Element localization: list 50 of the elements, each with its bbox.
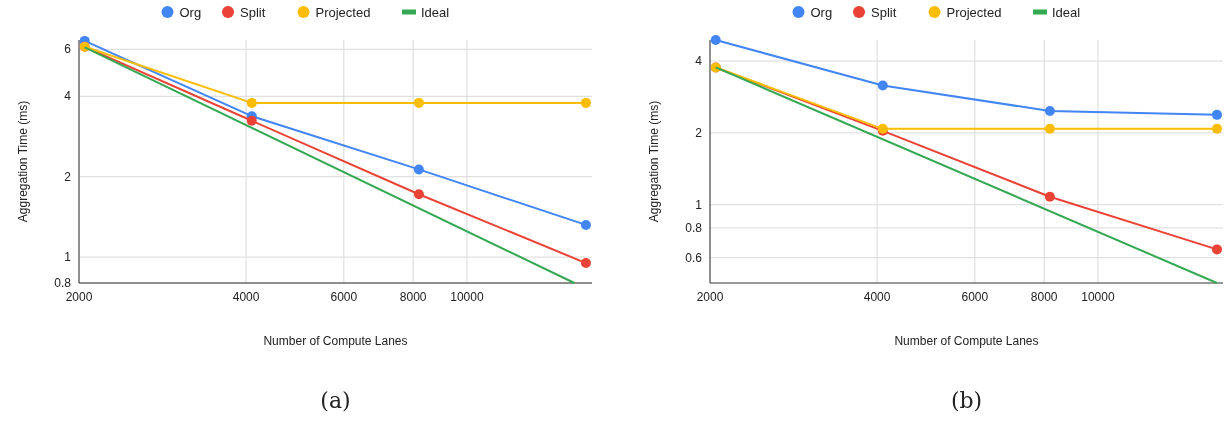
y-axis-title: Aggregation Time (ms): [647, 100, 661, 223]
legend-label: Split: [240, 4, 266, 20]
x-tick-label: 10000: [1081, 290, 1115, 304]
x-tick-label: 2000: [696, 290, 724, 304]
legend-label: Projected: [946, 4, 1002, 20]
y-tick-label: 0.8: [54, 276, 72, 290]
y-tick-label: 2: [64, 169, 72, 184]
point: [246, 115, 257, 126]
text: (a): [320, 388, 351, 413]
x-tick-label: 6000: [330, 290, 358, 304]
point: [413, 189, 424, 200]
point: [1211, 244, 1222, 255]
x-tick-label: 4000: [863, 290, 891, 304]
y-tick-label: 4: [64, 89, 72, 104]
legend-label: Split: [871, 4, 897, 20]
y-tick-label: 1: [695, 197, 703, 212]
legend-label: Org: [179, 4, 202, 20]
x-axis-title: Number of Compute Lanes: [263, 334, 408, 348]
y-tick-label: 0.8: [685, 220, 703, 235]
point: [580, 258, 591, 269]
point: [580, 219, 591, 230]
x-tick-label: 2000: [65, 290, 93, 304]
y-tick-label: 4: [695, 54, 703, 69]
y-tick-label: 0.6: [685, 250, 703, 265]
point: [580, 97, 591, 108]
point: [1044, 191, 1055, 202]
point: [1044, 123, 1055, 134]
point: [1211, 109, 1222, 120]
x-tick-label: 4000: [232, 290, 260, 304]
point: [877, 80, 888, 91]
x-tick-label: 6000: [961, 290, 989, 304]
legend-label: Ideal: [1052, 4, 1081, 20]
point: [1044, 106, 1055, 117]
point: [413, 164, 424, 175]
y-tick-label: 6: [64, 42, 72, 57]
x-tick-label: 8000: [1030, 290, 1058, 304]
point: [246, 97, 257, 108]
x-tick-label: 10000: [450, 290, 484, 304]
legend-label: Org: [810, 4, 833, 20]
legend-label: Ideal: [421, 4, 450, 20]
y-tick-label: 1: [64, 250, 72, 265]
point: [413, 97, 424, 108]
text: (b): [950, 388, 983, 413]
x-axis-title: Number of Compute Lanes: [894, 334, 1039, 348]
point: [1211, 123, 1222, 134]
point: [710, 35, 721, 45]
y-axis-title: Aggregation Time (ms): [16, 100, 30, 223]
legend-label: Projected: [315, 4, 371, 20]
x-tick-label: 8000: [399, 290, 427, 304]
y-tick-label: 2: [695, 125, 703, 140]
